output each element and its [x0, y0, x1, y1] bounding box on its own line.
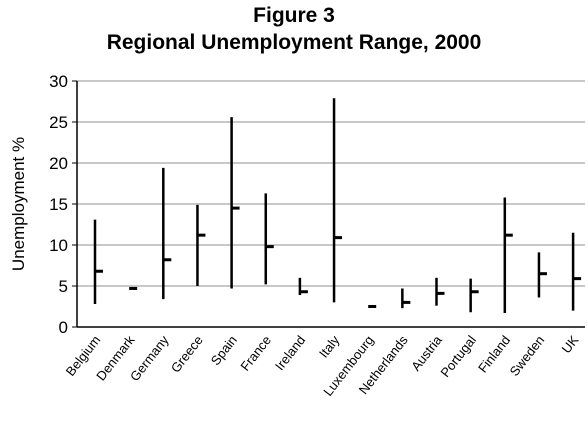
x-tick-label: Sweden	[507, 333, 548, 379]
x-tick-label: Italy	[316, 332, 343, 360]
y-tick-label: 15	[49, 195, 68, 214]
y-axis-label: Unemployment %	[9, 137, 28, 271]
x-tick-label: Spain	[208, 333, 240, 368]
y-tick-label: 30	[49, 72, 68, 91]
x-tick-label: UK	[559, 332, 582, 356]
x-tick-label: France	[237, 333, 274, 374]
x-tick-label: Ireland	[272, 333, 308, 374]
range-marks	[93, 98, 582, 314]
y-tick-label: 0	[59, 318, 68, 337]
figure-label: Figure 3	[253, 4, 335, 27]
y-tick-labels: 0 5 10 15 20 25 30	[49, 72, 68, 337]
gridlines	[72, 80, 585, 328]
y-tick-label: 10	[49, 236, 68, 255]
x-tick-label: Portugal	[437, 333, 479, 380]
y-tick-label: 25	[49, 113, 68, 132]
y-tick-label: 5	[59, 277, 68, 296]
y-tick-label: 20	[49, 154, 68, 173]
x-tick-label: Greece	[168, 333, 206, 376]
axes	[76, 81, 585, 328]
chart-title: Regional Unemployment Range, 2000	[106, 31, 482, 54]
